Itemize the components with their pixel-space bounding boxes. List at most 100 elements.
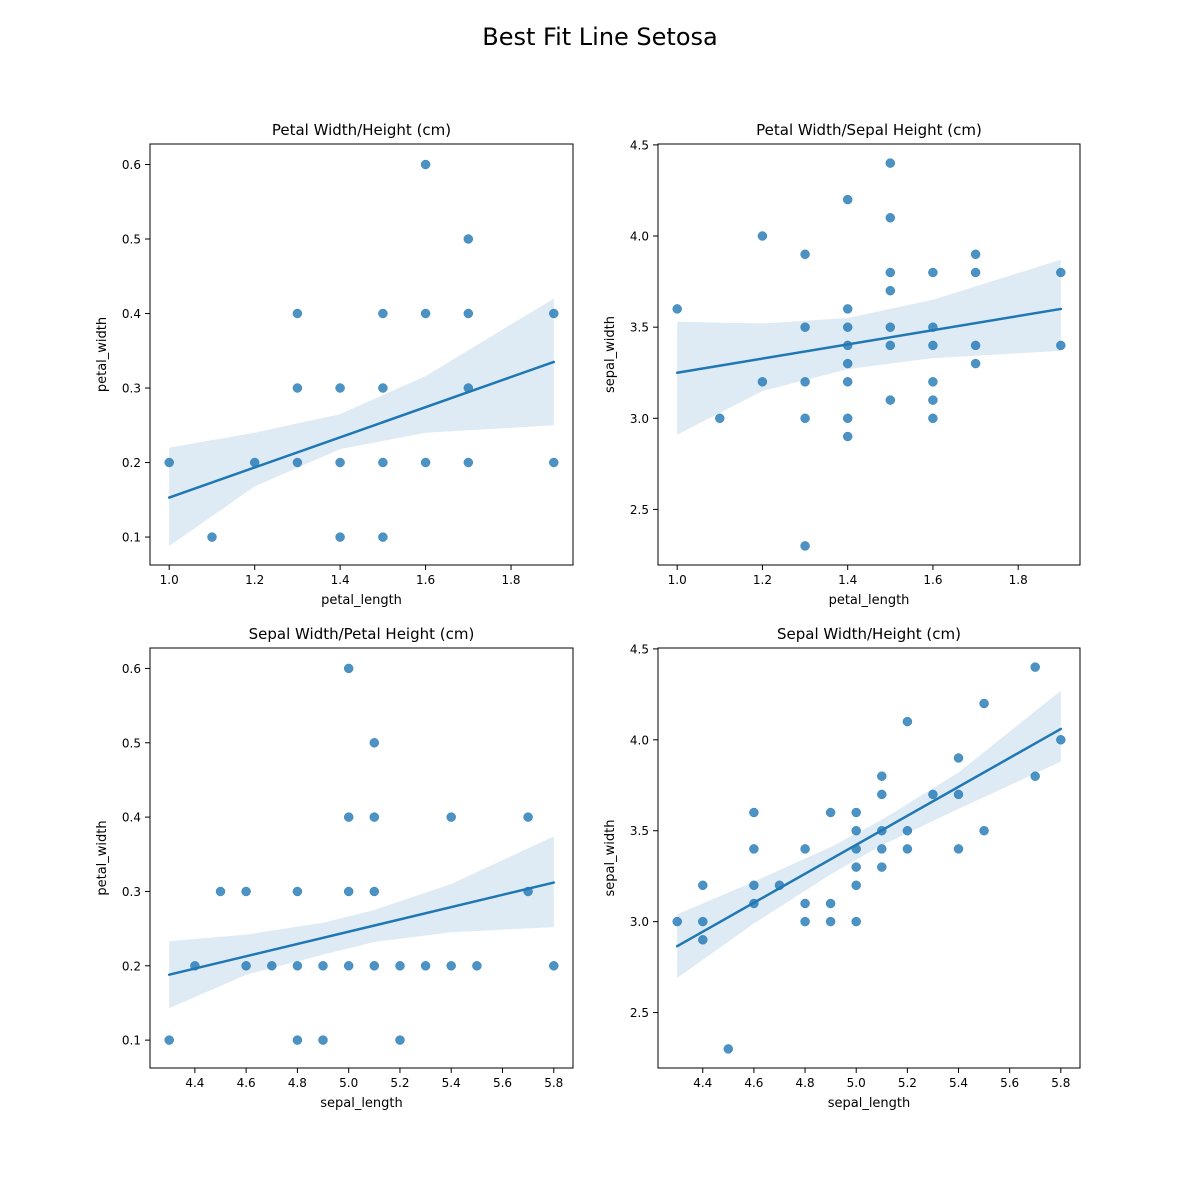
scatter-point xyxy=(800,916,810,927)
x-tick-label: 1.4 xyxy=(838,573,857,587)
x-tick-label: 5.4 xyxy=(442,1076,461,1090)
scatter-point xyxy=(885,395,896,405)
x-tick-label: 5.8 xyxy=(1051,1076,1070,1090)
subplot-title: Sepal Width/Height (cm) xyxy=(777,625,961,643)
y-tick-label: 4.0 xyxy=(630,733,649,747)
scatter-point xyxy=(1056,340,1066,351)
scatter-point xyxy=(378,383,388,393)
scatter-point xyxy=(851,862,861,872)
scatter-point xyxy=(800,413,810,424)
y-tick-label: 3.0 xyxy=(630,412,649,426)
scatter-point xyxy=(953,753,964,763)
scatter-point xyxy=(885,322,896,332)
y-tick-label: 0.1 xyxy=(122,1034,141,1048)
scatter-point xyxy=(335,383,345,393)
axes-frame xyxy=(149,647,574,1069)
y-tick-label: 0.3 xyxy=(122,382,141,396)
x-tick-label: 4.8 xyxy=(288,1076,307,1090)
scatter-point xyxy=(164,457,174,468)
x-axis-label: sepal_length xyxy=(828,1096,911,1111)
scatter-point xyxy=(672,304,682,314)
scatter-point xyxy=(825,898,836,909)
scatter-point xyxy=(842,377,853,387)
subplot-2: 1.0 1.2 1.4 1.6 1.8 2.5 3.0 3.5 4.0 4.5 Petal Widt… xyxy=(603,121,1081,608)
scatter-point xyxy=(549,457,559,468)
scatter-point xyxy=(549,308,559,319)
scatter-point xyxy=(672,916,682,927)
scatter-point xyxy=(800,249,810,260)
scatter-point xyxy=(318,1035,328,1045)
scatter-point xyxy=(842,304,853,314)
scatter-point xyxy=(292,1035,303,1045)
scatter-point xyxy=(378,457,388,468)
scatter-point xyxy=(446,961,456,971)
scatter-point xyxy=(749,844,759,854)
scatter-point xyxy=(979,825,989,836)
scatter-point xyxy=(877,771,887,781)
scatter-point xyxy=(885,267,896,278)
x-tick-label: 4.4 xyxy=(693,1076,712,1090)
scatter-point xyxy=(343,812,354,822)
axes-frame xyxy=(657,143,1081,566)
scatter-point xyxy=(523,812,533,822)
y-tick-label: 0.2 xyxy=(122,456,141,470)
scatter-point xyxy=(800,898,810,909)
scatter-point xyxy=(885,213,896,223)
scatter-point xyxy=(928,267,938,278)
x-tick-label: 1.8 xyxy=(501,573,520,587)
subplot-title: Petal Width/Height (cm) xyxy=(272,121,451,139)
scatter-point xyxy=(851,807,861,818)
scatter-point xyxy=(343,961,354,971)
scatter-point xyxy=(420,308,431,319)
scatter-point xyxy=(902,825,913,836)
y-tick-label: 4.0 xyxy=(630,230,649,244)
x-tick-label: 5.2 xyxy=(390,1076,409,1090)
scatter-point xyxy=(928,340,938,351)
y-tick-label: 0.3 xyxy=(122,885,141,899)
scatter-point xyxy=(979,698,989,709)
y-axis-label: petal_width xyxy=(95,317,110,392)
subplots: 1.0 1.2 1.4 1.6 1.8 0.1 0.2 0.3 0.4 0.5 0.6 Petal W… xyxy=(95,121,1081,1111)
subplot-1: 1.0 1.2 1.4 1.6 1.8 0.1 0.2 0.3 0.4 0.5 0.6 Petal W… xyxy=(95,121,574,608)
scatter-point xyxy=(549,961,559,971)
y-tick-label: 0.2 xyxy=(122,959,141,973)
y-axis-label: petal_width xyxy=(95,820,110,895)
scatter-point xyxy=(851,825,861,836)
scatter-point xyxy=(723,1044,734,1054)
y-tick-label: 0.1 xyxy=(122,531,141,545)
scatter-point xyxy=(825,807,836,818)
scatter-point xyxy=(800,377,810,387)
scatter-point xyxy=(970,249,981,260)
scatter-point xyxy=(318,961,328,971)
scatter-point xyxy=(970,267,981,278)
x-tick-label: 1.0 xyxy=(668,573,687,587)
regression-line xyxy=(167,360,556,499)
y-tick-label: 0.6 xyxy=(122,158,141,172)
scatter-point xyxy=(800,541,810,551)
axes-frame xyxy=(149,143,574,566)
y-tick-label: 0.6 xyxy=(122,662,141,676)
scatter-point xyxy=(1030,771,1040,781)
scatter-point xyxy=(698,935,708,945)
scatter-point xyxy=(292,383,303,393)
scatter-point xyxy=(842,358,853,369)
x-tick-label: 5.0 xyxy=(339,1076,358,1090)
scatter-point xyxy=(800,844,810,854)
scatter-point xyxy=(842,413,853,424)
x-tick-label: 4.4 xyxy=(185,1076,204,1090)
x-tick-label: 4.8 xyxy=(796,1076,815,1090)
x-axis-label: petal_length xyxy=(829,593,910,608)
x-tick-label: 1.6 xyxy=(416,573,435,587)
y-tick-label: 3.5 xyxy=(630,321,649,335)
scatter-point xyxy=(343,886,354,897)
y-tick-label: 0.4 xyxy=(122,307,141,321)
regression-line xyxy=(675,727,1063,948)
scatter-point xyxy=(241,961,251,971)
scatter-point xyxy=(757,377,768,387)
scatter-point xyxy=(715,413,725,424)
scatter-point xyxy=(215,886,226,897)
scatter-point xyxy=(877,844,887,854)
x-tick-label: 5.6 xyxy=(1000,1076,1019,1090)
y-tick-label: 2.5 xyxy=(630,503,649,517)
